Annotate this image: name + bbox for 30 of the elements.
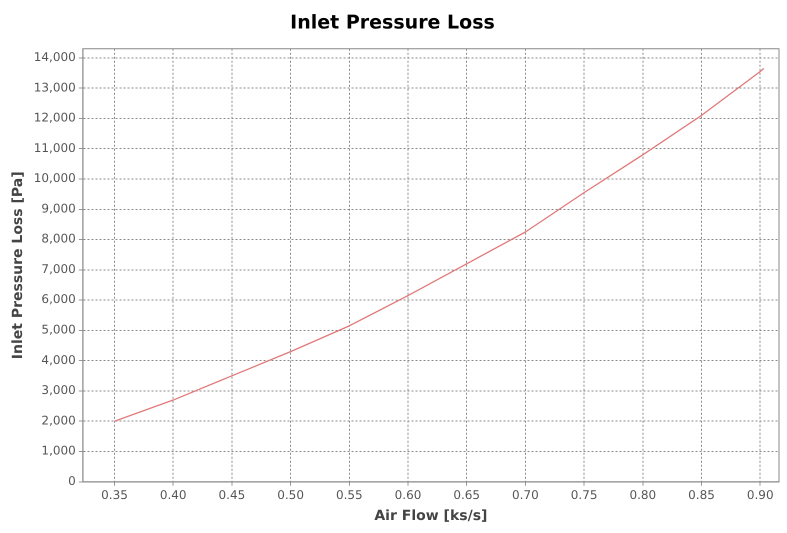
x-tick-label: 0.80: [629, 488, 656, 502]
y-axis-title: Inlet Pressure Loss [Pa]: [10, 171, 26, 360]
y-tick-label: 7,000: [41, 262, 76, 276]
x-tick-label: 0.70: [512, 488, 539, 502]
x-tick-label: 0.35: [101, 488, 128, 502]
chart-title: Inlet Pressure Loss: [290, 11, 495, 34]
x-tick-label: 0.65: [453, 488, 480, 502]
y-tick-label: 8,000: [41, 232, 76, 246]
x-tick-label: 0.85: [688, 488, 715, 502]
y-tick-label: 0: [68, 474, 76, 488]
y-tick-label: 9,000: [41, 201, 76, 216]
x-tick-label: 0.40: [160, 488, 187, 502]
x-tick-label: 0.75: [570, 488, 598, 502]
y-tick-label: 4,000: [41, 352, 76, 367]
y-tick-label: 12,000: [34, 110, 76, 125]
x-tick-label: 0.55: [336, 488, 363, 502]
y-tick-label: 14,000: [34, 50, 76, 64]
x-tick-label: 0.50: [277, 488, 304, 502]
x-tick-label: 0.90: [746, 488, 774, 502]
y-tick-label: 11,000: [34, 140, 76, 155]
x-axis-title: Air Flow [ks/s]: [374, 508, 488, 524]
y-tick-label: 2,000: [41, 413, 76, 428]
y-tick-label: 5,000: [41, 322, 76, 337]
y-tick-label: 1,000: [41, 444, 76, 458]
y-tick-label: 6,000: [41, 292, 76, 306]
x-tick-label: 0.45: [218, 488, 246, 502]
y-tick-label: 10,000: [34, 171, 76, 186]
y-tick-label: 13,000: [34, 80, 76, 94]
y-tick-label: 3,000: [41, 383, 76, 398]
x-tick-label: 0.60: [394, 488, 422, 502]
